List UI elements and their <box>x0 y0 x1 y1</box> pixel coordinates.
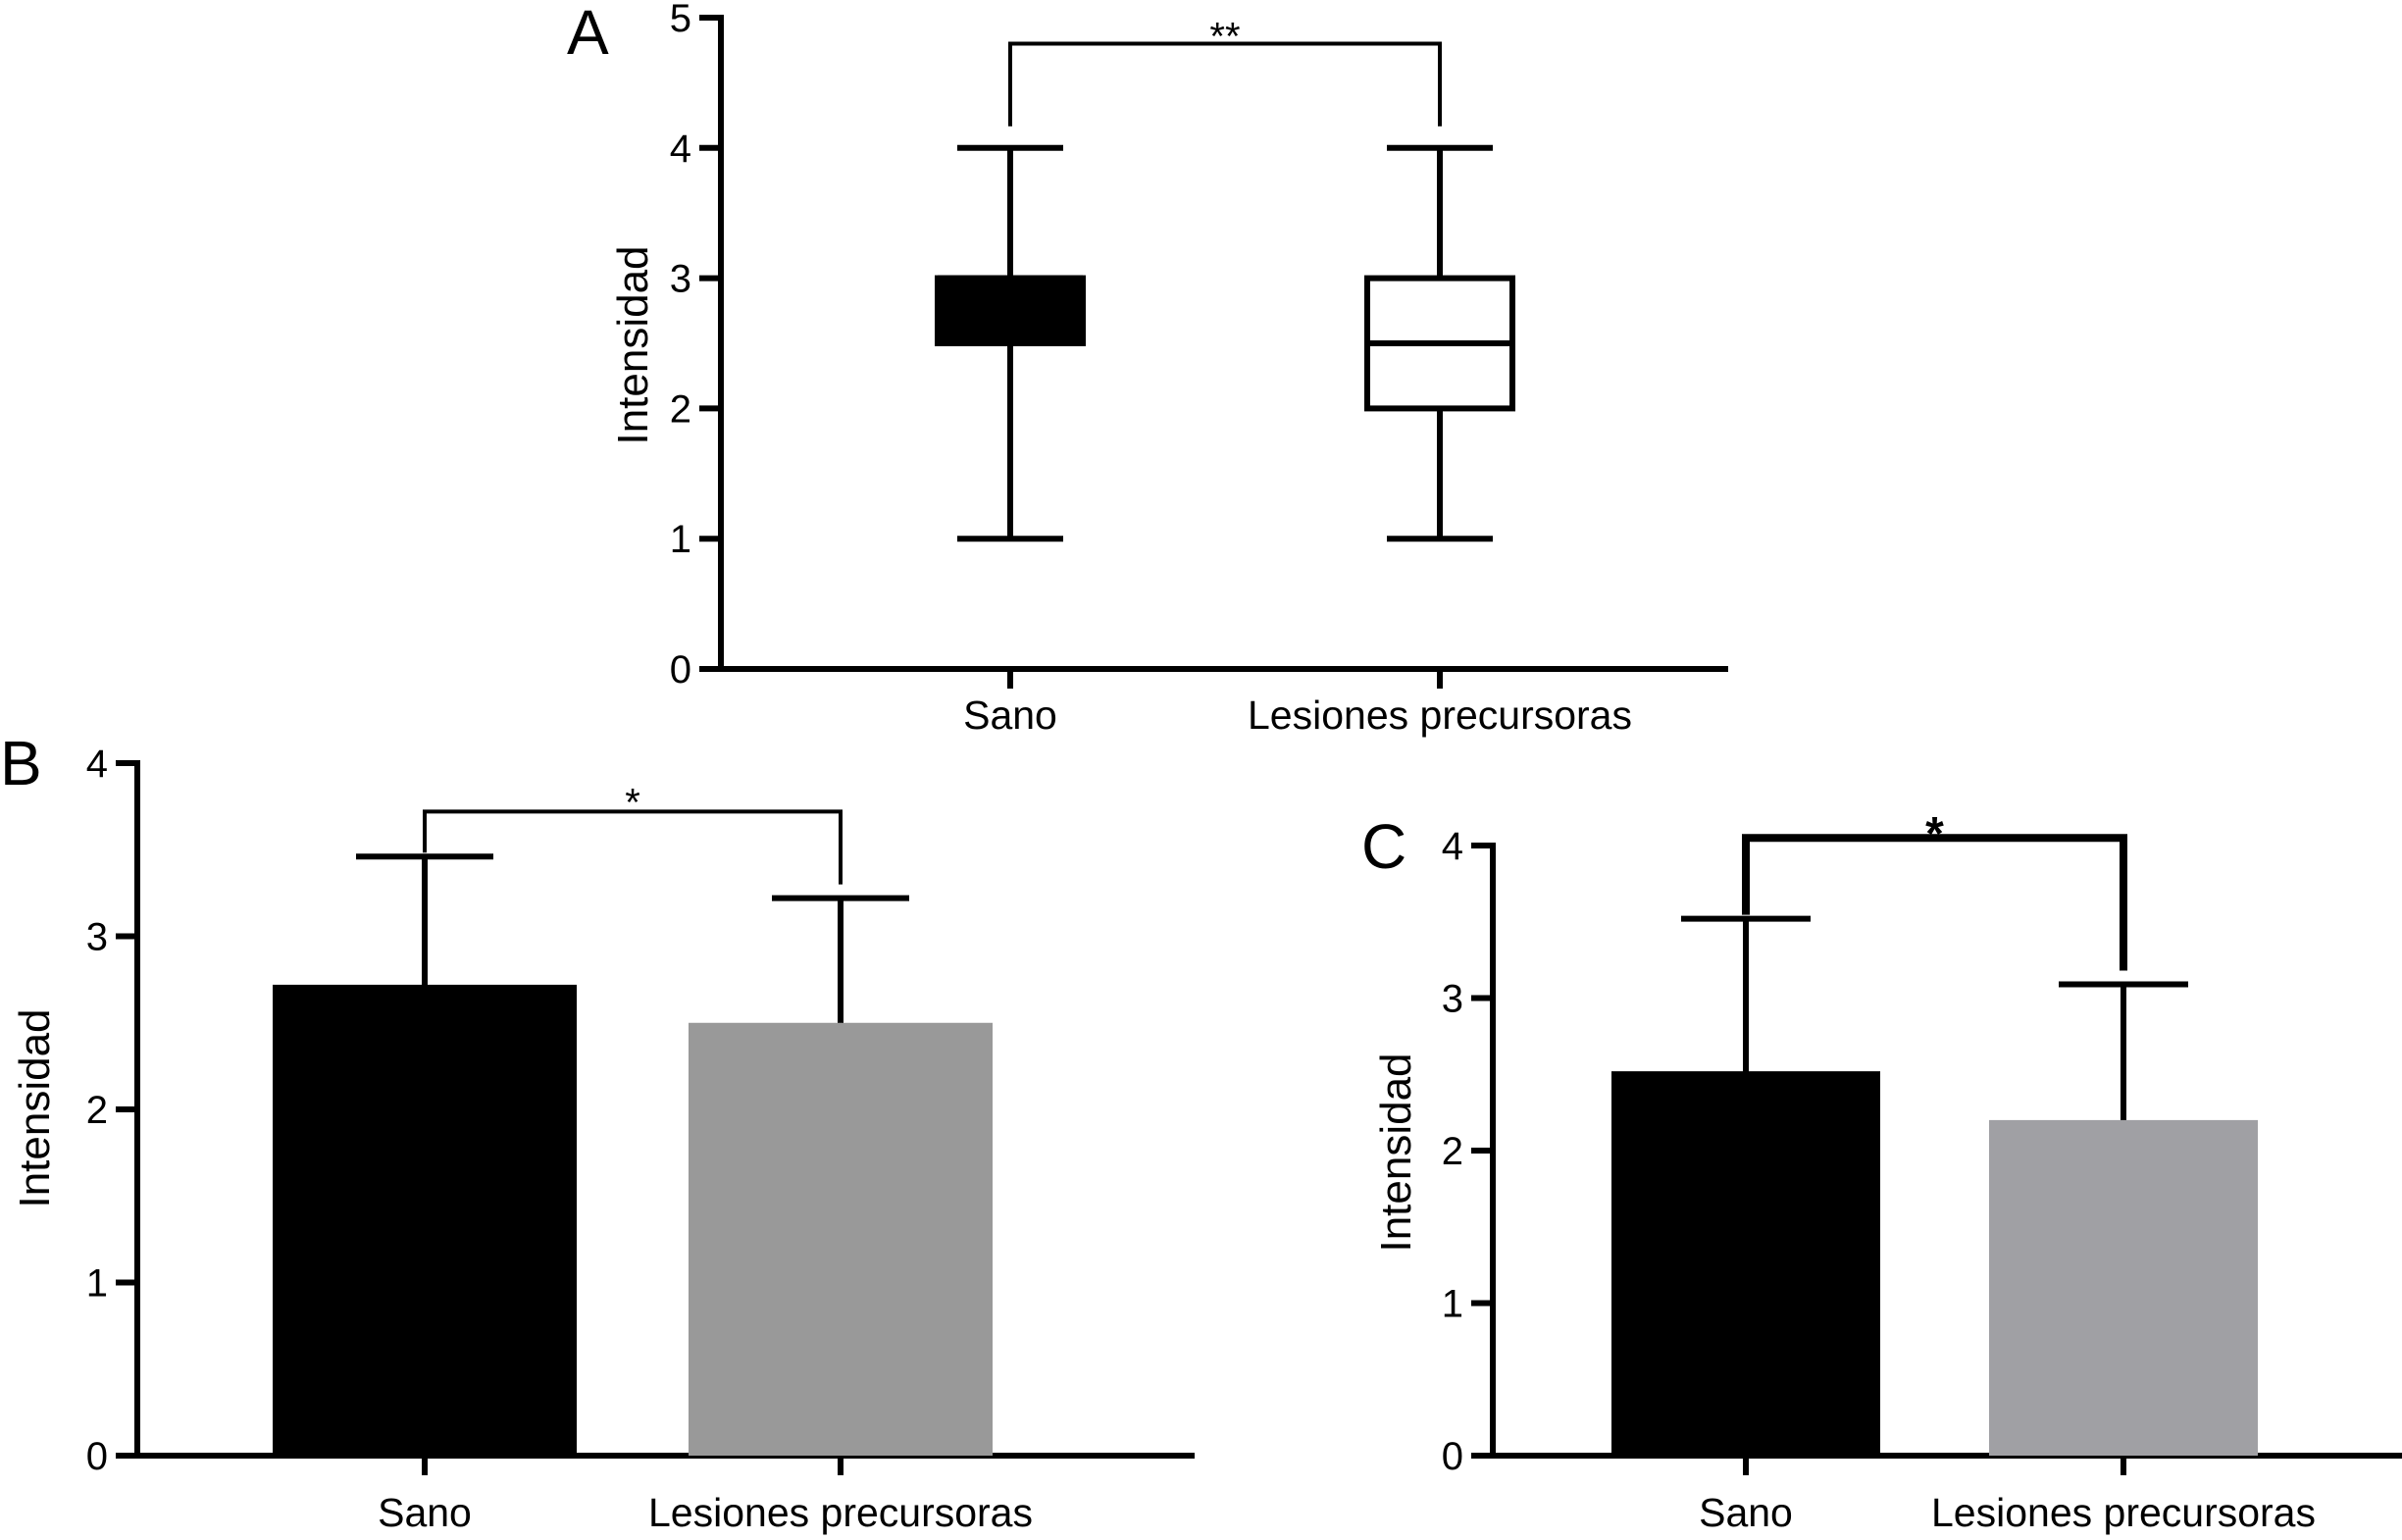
y-axis-label: Intensidad <box>609 245 657 444</box>
y-tick-label: 4 <box>1442 825 1463 868</box>
bar <box>1989 1119 2258 1456</box>
bar <box>273 984 577 1456</box>
y-tick-label: 2 <box>1442 1130 1463 1173</box>
significance-bracket <box>1008 41 1442 127</box>
x-tick-label: Lesiones precursoras <box>1248 693 1632 738</box>
y-tick-label: 3 <box>1442 978 1463 1021</box>
y-tick-label: 0 <box>86 1435 108 1478</box>
x-tick-label: Lesiones precursoras <box>648 1490 1033 1535</box>
y-tick-label: 4 <box>86 743 108 786</box>
x-tick-label: Sano <box>963 693 1057 738</box>
y-tick-label: 2 <box>670 387 691 431</box>
y-axis-label: Intensidad <box>1372 1052 1420 1252</box>
x-tick-label: Lesiones precursoras <box>1931 1490 2316 1535</box>
y-tick-label: 0 <box>1442 1435 1463 1478</box>
y-tick-label: 1 <box>86 1262 108 1306</box>
panel-letter: A <box>567 0 609 68</box>
x-tick-label: Sano <box>378 1490 472 1535</box>
significance-bracket <box>1742 834 2127 971</box>
bar <box>1611 1071 1880 1456</box>
box-body <box>935 275 1086 347</box>
panel-letter: C <box>1361 811 1406 882</box>
y-tick-label: 1 <box>670 518 691 561</box>
y-tick-label: 2 <box>86 1089 108 1132</box>
y-tick-label: 4 <box>670 128 691 171</box>
significance-label: * <box>625 781 640 824</box>
y-tick-label: 3 <box>670 258 691 301</box>
y-tick-label: 5 <box>670 0 691 40</box>
panel-letter: B <box>0 728 42 798</box>
y-tick-label: 0 <box>670 648 691 692</box>
chart-panel-a: A 0 1 2 3 4 5 Intensidad Sano Lesiones precursora… <box>567 0 1728 738</box>
significance-label: ** <box>1209 16 1240 59</box>
chart-panel-c: C 0 1 2 3 4 Intensidad Sano Lesiones precursoras… <box>1361 808 2402 1535</box>
x-tick-label: Sano <box>1699 1490 1793 1535</box>
bar <box>689 1022 993 1456</box>
y-tick-label: 1 <box>1442 1283 1463 1326</box>
y-tick-label: 3 <box>86 916 108 959</box>
significance-bracket <box>423 809 843 885</box>
chart-panel-b: B 0 1 2 3 4 Intensidad Sano Lesiones precursoras… <box>0 728 1195 1535</box>
y-axis-label: Intensidad <box>11 1008 59 1207</box>
significance-label: * <box>1925 808 1944 860</box>
